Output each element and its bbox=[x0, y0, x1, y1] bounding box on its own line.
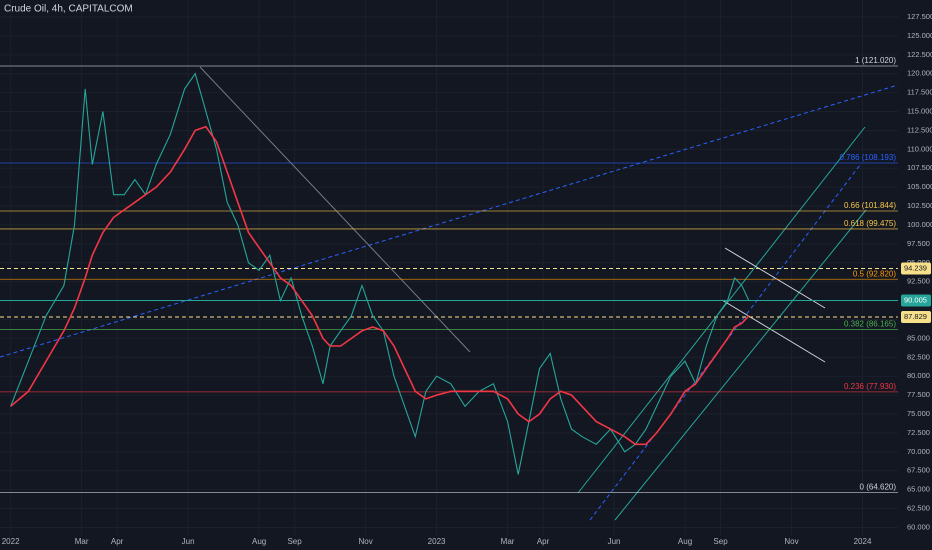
y-tick-label: 65.000 bbox=[907, 485, 930, 494]
y-tick-label: 67.500 bbox=[907, 466, 930, 475]
axes: 127.500 125.000 122.500 120.000 117.500 115.0… bbox=[2, 12, 932, 546]
y-tick-label: 100.000 bbox=[907, 220, 932, 229]
price-tag bbox=[901, 262, 931, 275]
trend-line bbox=[199, 66, 471, 353]
series bbox=[10, 72, 750, 475]
y-tick-label: 97.500 bbox=[907, 239, 930, 248]
y-tick-label: 112.500 bbox=[907, 125, 932, 134]
fib-label: 0.66 (101.844) bbox=[844, 201, 896, 210]
y-tick-label: 85.000 bbox=[907, 333, 930, 342]
price-tag bbox=[901, 294, 931, 307]
x-tick-label: Sep bbox=[713, 537, 728, 546]
channel-line bbox=[589, 164, 861, 521]
y-tick-label: 122.500 bbox=[907, 50, 932, 59]
y-tick-label: 120.000 bbox=[907, 69, 932, 78]
x-tick-label: Apr bbox=[537, 537, 550, 546]
y-tick-label: 107.500 bbox=[907, 163, 932, 172]
y-tick-label: 72.500 bbox=[907, 428, 930, 437]
channel-line bbox=[614, 209, 867, 521]
x-tick-label: Aug bbox=[252, 537, 266, 546]
y-tick-label: 125.000 bbox=[907, 31, 932, 40]
x-tick-label: Mar bbox=[501, 537, 515, 546]
flag-line bbox=[724, 247, 826, 309]
fib-label: 0 (64.620) bbox=[860, 483, 897, 492]
x-tick-label: 2022 bbox=[2, 537, 20, 546]
fib-label: 0.236 (77.930) bbox=[844, 382, 896, 391]
y-tick-label: 82.500 bbox=[907, 352, 930, 361]
fib-label: 1 (121.020) bbox=[855, 56, 896, 65]
x-tick-label: 2024 bbox=[854, 537, 872, 546]
price-axis bbox=[898, 0, 932, 550]
x-tick-label: Aug bbox=[678, 537, 692, 546]
y-tick-label: 80.000 bbox=[907, 371, 930, 380]
price-line bbox=[10, 125, 750, 446]
x-tick-label: Nov bbox=[358, 537, 372, 546]
x-tick-label: Jun bbox=[608, 537, 621, 546]
x-tick-label: Nov bbox=[784, 537, 798, 546]
x-tick-label: Sep bbox=[287, 537, 302, 546]
y-tick-label: 60.000 bbox=[907, 522, 930, 531]
y-tick-label: 115.000 bbox=[907, 107, 932, 116]
y-tick-label: 70.000 bbox=[907, 447, 930, 456]
price-tag-label: 87.829 bbox=[904, 312, 927, 321]
price-tag-label: 90.005 bbox=[904, 296, 927, 305]
y-tick-label: 62.500 bbox=[907, 504, 930, 513]
y-tick-label: 77.500 bbox=[907, 390, 930, 399]
x-tick-label: Apr bbox=[111, 537, 124, 546]
y-tick-label: 117.500 bbox=[907, 88, 932, 97]
y-tick-label: 95.000 bbox=[907, 258, 930, 267]
fib-label: 0.382 (86.165) bbox=[844, 320, 896, 329]
y-tick-label: 75.000 bbox=[907, 409, 930, 418]
grid bbox=[0, 0, 898, 535]
x-tick-label: 2023 bbox=[428, 537, 446, 546]
trend-line bbox=[0, 84, 899, 358]
y-tick-label: 102.500 bbox=[907, 201, 932, 210]
y-tick-label: 127.500 bbox=[907, 12, 932, 21]
chart-title: Crude Oil, 4h, CAPITALCOM bbox=[4, 4, 133, 15]
x-tick-label: Jun bbox=[182, 537, 195, 546]
x-tick-label: Mar bbox=[75, 537, 89, 546]
price-tag bbox=[901, 310, 931, 323]
y-tick-label: 110.000 bbox=[907, 144, 932, 153]
flag-line bbox=[721, 299, 826, 363]
price-tag-label: 94.239 bbox=[904, 264, 927, 273]
fib-label: 0.5 (92.820) bbox=[853, 269, 896, 278]
fib-label: 0.786 (108.193) bbox=[840, 153, 897, 162]
y-tick-label: 105.000 bbox=[907, 182, 932, 191]
fib-label: 0.618 (99.475) bbox=[844, 219, 896, 228]
price-line bbox=[10, 72, 750, 475]
y-tick-label: 92.500 bbox=[907, 277, 930, 286]
